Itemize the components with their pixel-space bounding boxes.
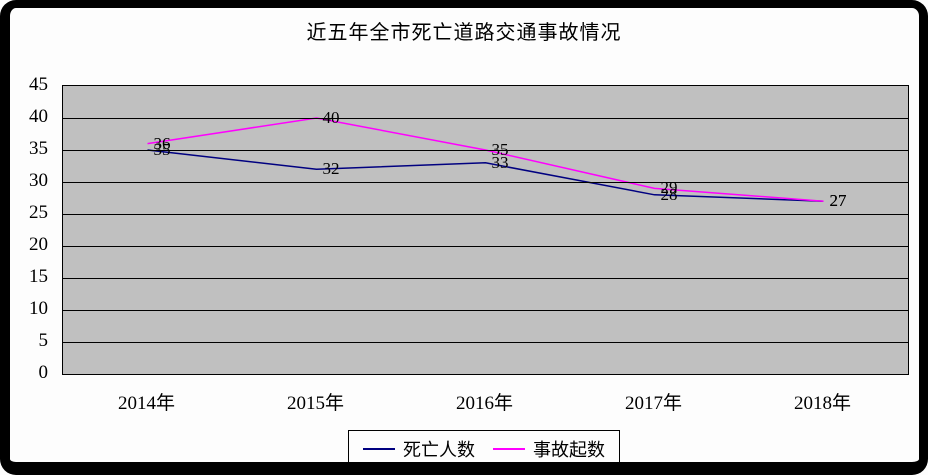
data-label: 35 xyxy=(153,140,171,159)
x-axis-tick-label: 2017年 xyxy=(624,393,682,414)
y-axis-tick-label: 30 xyxy=(29,170,48,191)
data-label: 35 xyxy=(491,140,509,159)
legend: 死亡人数 事故起数 xyxy=(348,430,620,468)
data-label: 28 xyxy=(660,184,678,204)
deaths-line-swatch-icon xyxy=(363,448,395,450)
data-label: 36 xyxy=(153,133,171,153)
series-line-事故起数 xyxy=(147,117,824,202)
legend-item-accidents: 事故起数 xyxy=(493,436,605,462)
y-axis-tick-label: 5 xyxy=(38,330,49,351)
legend-label-deaths: 死亡人数 xyxy=(403,440,475,460)
gridline xyxy=(63,213,908,215)
series-lines xyxy=(147,117,824,202)
chart-title: 近五年全市死亡道路交通事故情况 xyxy=(306,22,622,44)
x-axis-tick-label: 2015年 xyxy=(286,393,344,414)
y-axis-tick-label: 15 xyxy=(29,266,48,287)
data-label: 40 xyxy=(322,108,340,127)
y-axis-tick-label: 45 xyxy=(29,74,48,95)
gridline xyxy=(63,309,908,311)
accidents-line-swatch-icon xyxy=(493,448,525,450)
data-label: 29 xyxy=(660,178,678,198)
data-label: 27 xyxy=(829,191,847,211)
y-axis-tick-label: 35 xyxy=(29,138,48,159)
gridline xyxy=(63,245,908,247)
y-axis-tick-label: 0 xyxy=(38,362,49,383)
legend-label-accidents: 事故起数 xyxy=(533,440,605,460)
gridline xyxy=(63,341,908,343)
y-axis-tick-label: 20 xyxy=(29,234,48,255)
x-axis-tick-label: 2018年 xyxy=(793,393,851,414)
gridline xyxy=(63,149,908,151)
gridline xyxy=(63,117,908,119)
gridline xyxy=(63,181,908,183)
x-axis-tick-label: 2016年 xyxy=(455,393,513,414)
data-label: 27 xyxy=(829,191,847,211)
gridline xyxy=(63,277,908,279)
series-line-死亡人数 xyxy=(147,149,824,202)
y-axis-tick-label: 25 xyxy=(29,202,48,223)
x-axis-tick-label: 2014年 xyxy=(117,393,175,414)
y-axis-tick-label: 40 xyxy=(29,106,48,127)
plot-area: 35 32 33 28 27 36 40 35 29 27 xyxy=(62,85,909,375)
legend-item-deaths: 死亡人数 xyxy=(363,436,475,462)
y-axis-tick-label: 10 xyxy=(29,298,48,319)
data-label: 32 xyxy=(322,159,340,179)
data-label: 33 xyxy=(491,152,509,172)
